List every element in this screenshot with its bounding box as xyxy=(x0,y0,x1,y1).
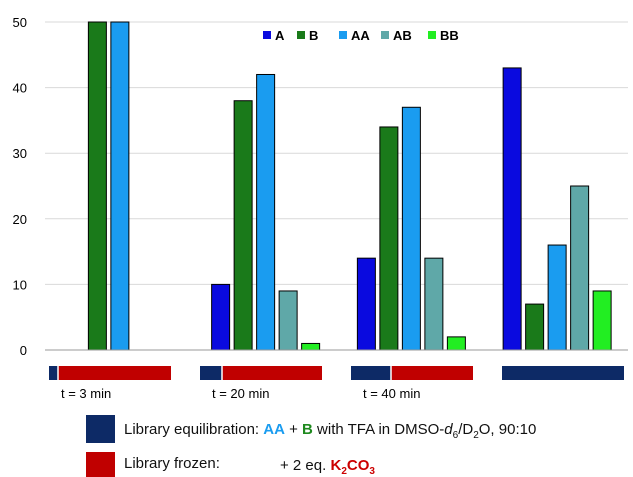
y-tick-label: 30 xyxy=(13,146,27,161)
bar-b xyxy=(87,21,107,351)
legend-swatch-bb xyxy=(428,31,436,39)
bar-bb xyxy=(301,342,321,351)
gridlines xyxy=(45,21,628,285)
frozen-strip xyxy=(58,366,171,380)
frozen-swatch xyxy=(86,452,115,477)
y-tick-label: 50 xyxy=(13,15,27,30)
frozen-eq-text: + 2 eq. K2CO3 xyxy=(280,457,375,477)
y-axis-ticks: 0 10 20 30 40 50 xyxy=(13,15,27,358)
legend-swatch-b xyxy=(297,31,305,39)
bar-b xyxy=(379,126,399,351)
equilibration-strip xyxy=(502,366,624,380)
bar-a xyxy=(356,257,376,351)
equilibration-strip xyxy=(200,366,222,380)
key: Library equilibration: AA + B with TFA i… xyxy=(86,415,536,477)
bar-aa xyxy=(401,106,421,351)
bar-bb xyxy=(446,336,466,351)
bar-a xyxy=(211,283,231,351)
equilibration-strip xyxy=(49,366,58,380)
legend-label-b: B xyxy=(309,28,318,43)
timepoint-label: t = 20 min xyxy=(212,386,269,401)
legend-label-aa: AA xyxy=(351,28,370,43)
y-tick-label: 10 xyxy=(13,277,27,292)
equilibration-text: Library equilibration: AA + B with TFA i… xyxy=(124,421,536,441)
frozen-text: Library frozen: xyxy=(124,455,220,472)
bar-b xyxy=(233,100,253,351)
equilibration-strip xyxy=(351,366,391,380)
bar-b xyxy=(525,303,545,351)
bar-a xyxy=(502,67,522,351)
legend-label-ab: AB xyxy=(393,28,412,43)
legend-label-a: A xyxy=(275,28,285,43)
timepoint-label: t = 40 min xyxy=(363,386,420,401)
bar-ab xyxy=(278,290,298,351)
timeline: t = 3 min t = 20 min t = 40 min xyxy=(49,366,624,401)
bar-aa xyxy=(110,21,130,351)
bar-bb xyxy=(592,290,612,351)
legend: A B AA AB BB xyxy=(263,28,459,43)
legend-swatch-ab xyxy=(381,31,389,39)
bar-ab xyxy=(570,185,590,351)
frozen-strip xyxy=(391,366,473,380)
timepoint-label: t = 3 min xyxy=(61,386,111,401)
bar-aa xyxy=(256,73,276,351)
legend-label-bb: BB xyxy=(440,28,459,43)
legend-swatch-aa xyxy=(339,31,347,39)
y-tick-label: 40 xyxy=(13,81,27,96)
bar-aa xyxy=(547,244,567,351)
frozen-strip xyxy=(222,366,322,380)
bar-ab xyxy=(424,257,444,351)
legend-swatch-a xyxy=(263,31,271,39)
bars xyxy=(87,21,612,351)
y-tick-label: 20 xyxy=(13,212,27,227)
equilibration-swatch xyxy=(86,415,115,443)
y-tick-label: 0 xyxy=(20,343,27,358)
